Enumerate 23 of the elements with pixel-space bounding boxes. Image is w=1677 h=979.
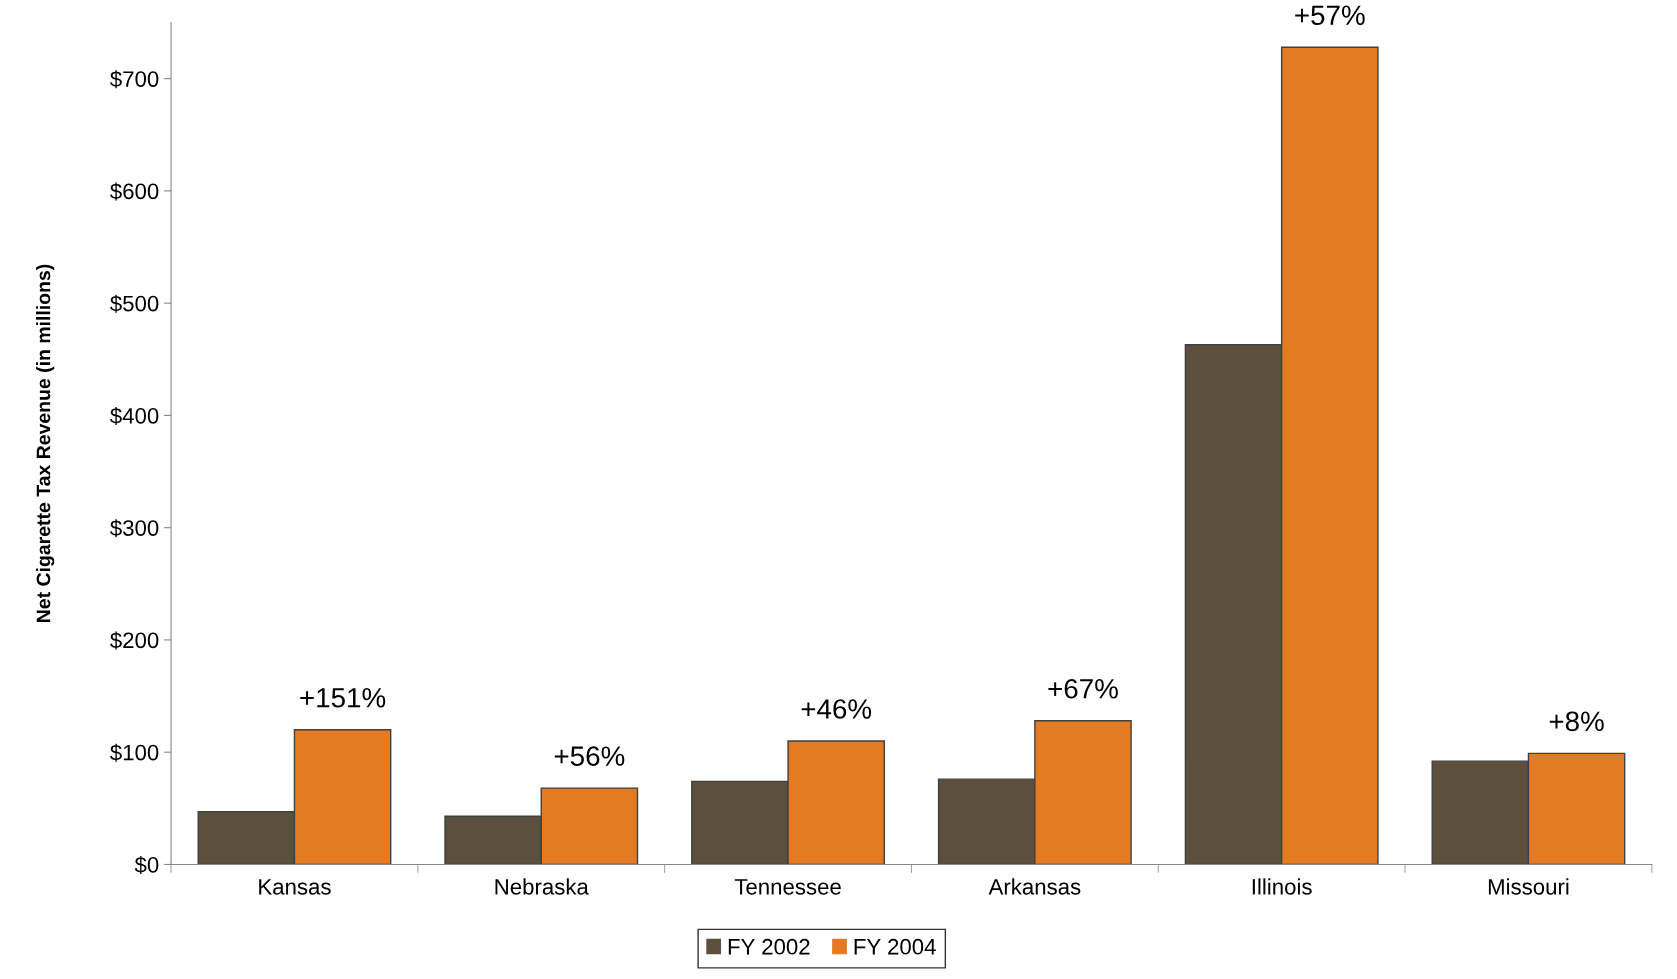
- x-tick-label: Illinois: [1252, 878, 1312, 895]
- legend-label: FY 2004: [854, 938, 936, 955]
- x-tick-label: Missouri: [1488, 878, 1569, 895]
- legend-label: FY 2002: [728, 938, 810, 955]
- annotation: +57%: [1295, 5, 1365, 26]
- annotation: +56%: [554, 746, 625, 766]
- x-tick-label: Nebraska: [495, 878, 589, 895]
- y-tick-label: $200: [110, 631, 159, 650]
- x-tick-label: Kansas: [259, 879, 331, 895]
- y-tick-label: $600: [110, 182, 159, 201]
- annotation: +67%: [1048, 678, 1118, 699]
- y-tick-label: $0: [134, 856, 159, 875]
- y-tick-label: $400: [110, 407, 159, 426]
- annotation: +151%: [300, 688, 386, 708]
- y-tick-label: $700: [110, 70, 159, 89]
- y-axis-title: Net Cigarette Tax Revenue (in millions): [36, 264, 55, 622]
- y-tick-label: $300: [110, 519, 159, 538]
- y-tick-label: $100: [110, 743, 159, 762]
- annotation: +8%: [1549, 711, 1604, 732]
- x-tick-label: Arkansas: [988, 878, 1081, 895]
- annotation: +46%: [801, 699, 872, 719]
- x-tick-label: Tennessee: [734, 879, 841, 895]
- y-tick-label: $500: [110, 294, 159, 313]
